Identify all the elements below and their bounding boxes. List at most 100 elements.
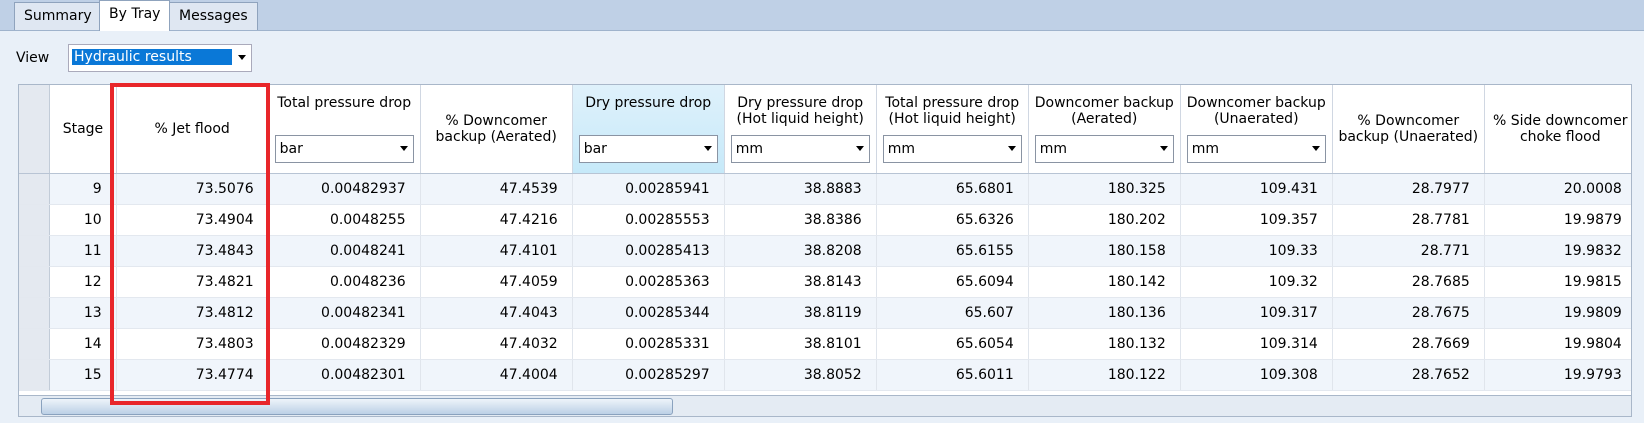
column-header[interactable]: Downcomer backup (Unaerated) mm	[1180, 85, 1333, 174]
dropdown-arrow	[399, 146, 408, 151]
unit-dropdown[interactable]: bar	[578, 135, 718, 163]
cell: 180.158	[1028, 235, 1181, 267]
column-header[interactable]: Downcomer backup (Aerated) mm	[1028, 85, 1181, 174]
table-row[interactable]: 10 73.4904 0.0048255 47.4216 0.00285553 38.83…	[19, 204, 1631, 236]
cell: 180.132	[1028, 328, 1181, 360]
cell: 0.00285553	[572, 204, 725, 236]
header-text: % Downcomer backup (Aerated)	[435, 113, 557, 145]
cell: 9	[49, 173, 117, 205]
cell: 73.4843	[116, 235, 269, 267]
header-text: % Downcomer backup (Unaerated)	[1338, 113, 1479, 145]
table-row[interactable]: 13 73.4812 0.00482341 47.4043 0.00285344 38.8…	[19, 297, 1631, 329]
cell: 47.4032	[420, 328, 573, 360]
cell: 65.6094	[876, 266, 1029, 298]
row-selector[interactable]	[19, 204, 51, 236]
tab-bar: Summary By Tray Messages	[0, 0, 1644, 31]
cell: 19.9804	[1484, 328, 1631, 360]
cell: 180.122	[1028, 359, 1181, 391]
cell: 47.4216	[420, 204, 573, 236]
view-label: View	[16, 50, 50, 66]
cell: 0.0048255	[268, 204, 421, 236]
cell: 38.8052	[724, 359, 877, 391]
cell: 47.4059	[420, 266, 573, 298]
column-header[interactable]: Dry pressure drop bar	[572, 85, 725, 174]
cell: 109.314	[1180, 328, 1333, 360]
header-text: Total pressure drop (Hot liquid height)	[885, 95, 1020, 127]
header-text: Stage	[62, 121, 104, 137]
tab[interactable]: By Tray	[99, 0, 171, 31]
unit-dropdown[interactable]: mm	[1034, 135, 1174, 163]
header-text: Downcomer backup (Unaerated)	[1186, 95, 1326, 127]
cell: 28.7652	[1332, 359, 1485, 391]
table-row[interactable]: 14 73.4803 0.00482329 47.4032 0.00285331 38.8…	[19, 328, 1631, 360]
cell: 65.6011	[876, 359, 1029, 391]
cell: 0.00482341	[268, 297, 421, 329]
cell: 28.7675	[1332, 297, 1485, 329]
cell: 0.00482937	[268, 173, 421, 205]
table-row[interactable]: 12 73.4821 0.0048236 47.4059 0.00285363 38.81…	[19, 266, 1631, 298]
dropdown-arrow	[1159, 146, 1168, 151]
header-text: Dry pressure drop	[585, 95, 712, 111]
unit-dropdown[interactable]: mm	[1186, 135, 1326, 163]
row-selector[interactable]	[19, 297, 51, 329]
cell: 73.4812	[116, 297, 269, 329]
cell: 11	[49, 235, 117, 267]
cell: 65.6326	[876, 204, 1029, 236]
cell: 73.5076	[116, 173, 269, 205]
header-text: Downcomer backup (Aerated)	[1034, 95, 1174, 127]
cell: 73.4803	[116, 328, 269, 360]
cell: 19.9879	[1484, 204, 1631, 236]
h-scrollbar[interactable]	[18, 395, 1632, 417]
cell: 0.0048241	[268, 235, 421, 267]
cell: 65.6054	[876, 328, 1029, 360]
cell: 19.9815	[1484, 266, 1631, 298]
row-selector[interactable]	[19, 266, 51, 298]
cell: 180.142	[1028, 266, 1181, 298]
cell: 38.8119	[724, 297, 877, 329]
column-header[interactable]: Total pressure drop (Hot liquid height) m…	[876, 85, 1029, 174]
results-grid: Stage % Jet flood Total pressure drop bar % …	[18, 84, 1632, 396]
cell: 28.7669	[1332, 328, 1485, 360]
tab[interactable]: Summary	[14, 2, 102, 30]
row-selector[interactable]	[19, 328, 51, 360]
column-header[interactable]: % Downcomer backup (Aerated)	[420, 85, 573, 174]
row-selector[interactable]	[19, 359, 51, 391]
row-selector-header	[19, 85, 51, 174]
view-dropdown[interactable]: Hydraulic results	[68, 44, 252, 72]
cell: 20.0008	[1484, 173, 1631, 205]
unit-dropdown[interactable]: mm	[730, 135, 870, 163]
tab[interactable]: Messages	[169, 2, 258, 30]
cell: 0.00285331	[572, 328, 725, 360]
cell: 38.8101	[724, 328, 877, 360]
cell: 38.8143	[724, 266, 877, 298]
table-row[interactable]: 15 73.4774 0.00482301 47.4004 0.00285297 38.8…	[19, 359, 1631, 391]
unit-dropdown[interactable]: mm	[882, 135, 1022, 163]
column-header[interactable]: % Downcomer backup (Unaerated)	[1332, 85, 1485, 174]
cell: 28.7977	[1332, 173, 1485, 205]
cell: 0.00285344	[572, 297, 725, 329]
dropdown-arrow	[1311, 146, 1320, 151]
header-text: Total pressure drop	[277, 95, 412, 111]
table-row[interactable]: 11 73.4843 0.0048241 47.4101 0.00285413 38.82…	[19, 235, 1631, 267]
column-header[interactable]: Dry pressure drop (Hot liquid height) mm	[724, 85, 877, 174]
cell: 0.00482301	[268, 359, 421, 391]
unit-dropdown[interactable]: bar	[274, 135, 414, 163]
cell: 73.4774	[116, 359, 269, 391]
cell: 65.6155	[876, 235, 1029, 267]
table-row[interactable]: 9 73.5076 0.00482937 47.4539 0.00285941 38.88…	[19, 173, 1631, 205]
row-selector[interactable]	[19, 173, 51, 205]
scroll-thumb[interactable]	[41, 398, 673, 415]
column-header[interactable]: % Jet flood	[116, 85, 269, 174]
cell: 109.32	[1180, 266, 1333, 298]
column-header[interactable]: Total pressure drop bar	[268, 85, 421, 174]
column-header[interactable]: % Side downcomer choke flood	[1484, 85, 1631, 174]
column-header[interactable]: Stage	[49, 85, 117, 174]
cell: 0.00285363	[572, 266, 725, 298]
cell: 109.357	[1180, 204, 1333, 236]
cell: 180.136	[1028, 297, 1181, 329]
cell: 14	[49, 328, 117, 360]
cell: 38.8883	[724, 173, 877, 205]
cell: 28.7781	[1332, 204, 1485, 236]
row-selector[interactable]	[19, 235, 51, 267]
